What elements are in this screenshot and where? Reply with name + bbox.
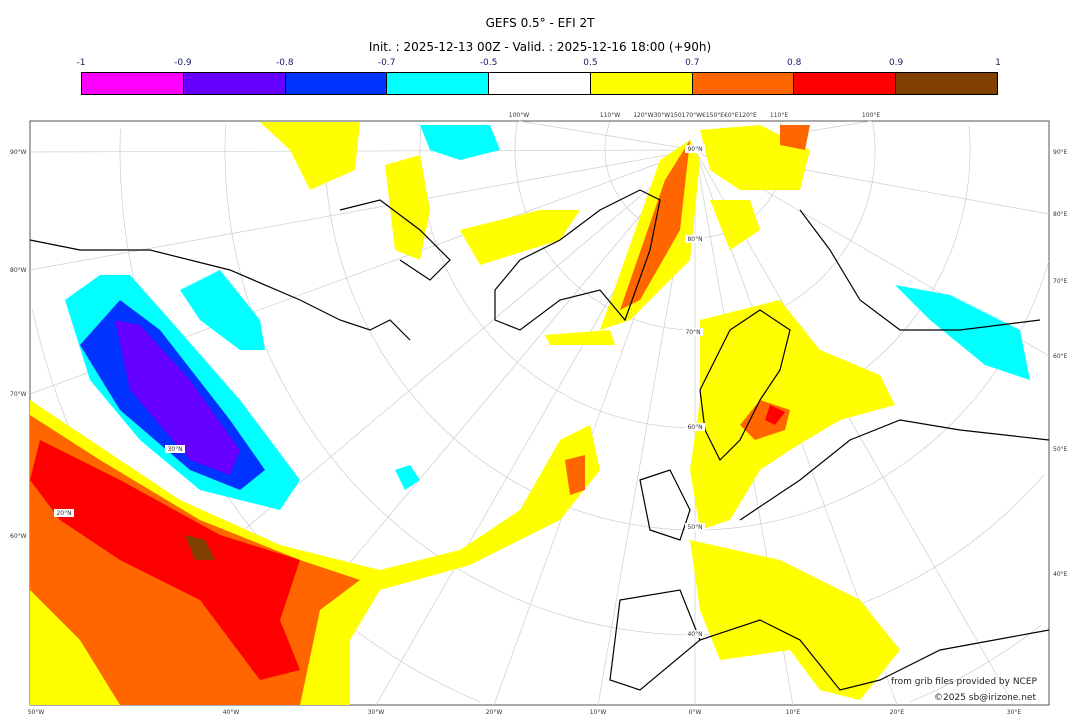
axis-label: 10°W [590,709,607,716]
colorbar-segment [387,73,490,94]
colorbar-tick: 0.8 [787,58,802,68]
axis-label: 40°N [687,631,702,638]
axis-label: 30°E [1007,709,1022,716]
axis-label: 80°W [10,267,27,274]
map-title: GEFS 0.5° - EFI 2T [485,16,595,30]
colorbar-tick: -0.9 [174,58,192,68]
axis-label: 30°N [167,446,182,453]
axis-label: 80°E [1053,211,1068,218]
efi-fields [30,122,1030,705]
colorbar-segment [82,73,184,94]
colorbar-segment [183,73,286,94]
colorbar-tick: -0.5 [479,58,498,68]
axis-label: 70°W [10,391,27,398]
axis-label: 30°W [368,709,385,716]
latitude-circle [910,624,1042,703]
colorbar-tick: 0.5 [583,58,598,68]
colorbar-tick: 1 [995,58,1001,68]
colorbar-tick: -0.7 [377,58,396,68]
axis-label: 10°E [786,709,801,716]
axis-label: 110°W [600,112,620,119]
latitude-circle [872,121,876,150]
coastlines [29,189,1050,691]
colorbar-segment [794,73,897,94]
axis-label: 40°W [223,709,240,716]
axis-label: 90°W [10,149,27,156]
axis-label: 50°W [28,709,45,716]
axis-label: 20°E [890,709,905,716]
credit-copyright: ©2025 sb@irizone.net [934,693,1036,703]
colorbar [81,72,998,95]
axis-label: 60°N [687,424,702,431]
axis-label: 120°W30°W150170°W€150°E€0°E120°E [633,112,757,119]
axis-label: 20°W [486,709,503,716]
colorbar-segment [489,73,591,94]
colorbar-tick: 0.7 [685,58,700,68]
colorbar-segment [896,73,998,94]
axis-label: 50°N [687,524,702,531]
latitude-circle [968,125,971,150]
axis-label: 70°E [1053,278,1068,285]
axis-label: 0°W [689,709,702,716]
axis-label: 60°W [10,533,27,540]
axis-label: 80°N [687,236,702,243]
axis-label: 20°N [56,510,71,517]
colorbar-segment [590,73,693,94]
axis-labels: 90°W 80°W 70°W 60°W 50°W 40°W 30°W 20°W 10°W 0°W 1… [10,112,1068,716]
axis-label: 50°E [1053,446,1068,453]
credit-source: from grib files provided by NCEP [891,677,1037,687]
colorbar-tick: -0.8 [275,58,294,68]
latitude-circle [324,123,1050,531]
axis-label: 70°N [685,329,700,336]
axis-label: 100°E [862,112,880,119]
map-subtitle: Init. : 2025-12-13 00Z - Valid. : 2025-1… [368,40,712,54]
axis-label: 110°E [770,112,788,119]
axis-label: 90°E [1053,149,1068,156]
colorbar-segment [692,73,795,94]
colorbar-tick: 0.9 [888,58,904,68]
axis-label: 40°E [1053,571,1068,578]
axis-label: 90°N [687,146,702,153]
colorbar-segment [285,73,388,94]
axis-label: 100°W [509,112,529,119]
axis-label: 60°E [1053,353,1068,360]
colorbar-tick: -1 [76,58,86,68]
